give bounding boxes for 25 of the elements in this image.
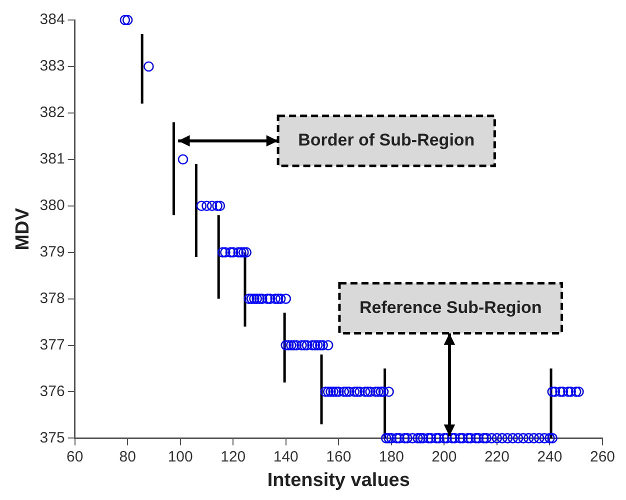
y-tick-label: 381 [40, 150, 65, 168]
y-tick-label: 377 [40, 336, 65, 354]
x-tick-label: 160 [326, 448, 352, 466]
y-axis-title: MDV [12, 208, 34, 250]
x-tick-label: 60 [66, 448, 84, 466]
y-tick-label: 384 [40, 11, 65, 28]
x-tick-label: 120 [220, 448, 246, 466]
y-tick-label: 380 [40, 197, 65, 214]
x-tick-label: 200 [432, 448, 457, 466]
x-tick-label: 140 [273, 448, 298, 466]
y-tick-label: 375 [40, 429, 65, 446]
y-tick-label: 378 [40, 290, 65, 307]
x-tick-label: 180 [378, 448, 404, 466]
x-tick-label: 100 [168, 448, 193, 466]
x-axis-title: Intensity values [267, 470, 410, 491]
x-tick-label: 220 [484, 448, 510, 466]
x-tick-label: 240 [537, 448, 562, 466]
x-tick-label: 260 [590, 448, 615, 466]
annotation: Border of Sub-Region [298, 130, 475, 150]
y-tick-label: 379 [40, 243, 65, 260]
x-tick-label: 80 [119, 448, 136, 466]
y-tick-label: 383 [40, 58, 65, 75]
annotation: Reference Sub-Region [359, 298, 542, 317]
y-tick-label: 376 [40, 382, 65, 400]
y-tick-label: 382 [40, 104, 65, 122]
